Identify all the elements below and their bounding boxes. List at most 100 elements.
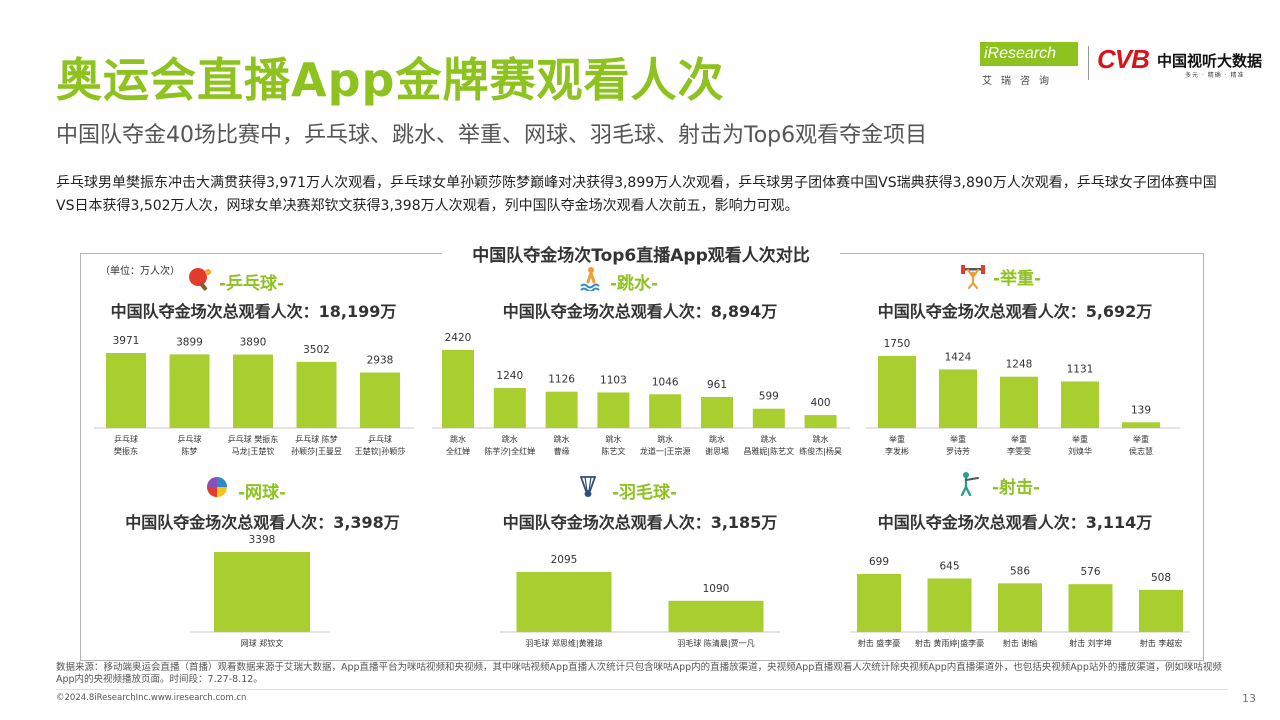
data-label: 1046 (652, 376, 679, 388)
bar (360, 372, 400, 428)
bar (233, 354, 273, 428)
bar (878, 356, 916, 428)
category-label: 罗诗芳 (946, 446, 970, 456)
data-label: 1126 (548, 374, 575, 386)
copyright-text: ©2024.8iResearchInc.www.iresearch.com.cn (56, 693, 247, 703)
bar (1139, 589, 1183, 632)
category-label: 乒乓球 (114, 434, 138, 444)
category-label: 射击 黄雨婷|盛李豪 (915, 638, 984, 648)
data-label: 2420 (445, 332, 472, 344)
data-label: 3398 (249, 534, 276, 546)
data-label: 586 (1010, 565, 1030, 577)
data-label: 1424 (945, 351, 972, 363)
data-label: 3971 (113, 335, 140, 347)
data-label: 3502 (303, 344, 330, 356)
category-label: 跳水 (605, 434, 621, 444)
cvb-logo: CVB (1097, 44, 1150, 74)
page-number: 13 (1242, 692, 1256, 705)
category-label: 陈芋汐|全红婵 (484, 446, 535, 456)
category-label: 李雯雯 (1007, 446, 1031, 456)
category-label: 陈艺文 (601, 446, 625, 456)
bar (1068, 584, 1113, 632)
bar (1122, 422, 1160, 428)
panel-pingpong-total: 中国队夺金场次总观看人次：18,199万 (110, 302, 397, 321)
footer-divider (56, 689, 1228, 690)
category-label: 跳水 (554, 434, 570, 444)
bar (597, 392, 630, 428)
data-label: 961 (707, 379, 727, 391)
bar (493, 388, 526, 428)
diving-icon (580, 267, 600, 291)
category-label: 跳水 (657, 434, 673, 444)
shooting-icon (960, 472, 979, 496)
ping-pong-icon (189, 268, 211, 291)
tennis-icon (207, 477, 227, 497)
data-label: 699 (869, 556, 889, 568)
category-label: 举重 (889, 434, 905, 444)
category-label: 刘焕华 (1068, 446, 1092, 456)
shooting-bar-chart: 699 射击 盛李豪 645 射击 黄雨婷|盛李豪 586 射击 谢瑜 576 射击 刘宇坤 5… (850, 556, 1190, 648)
iresearch-logo-text: iResearch (980, 42, 1078, 66)
category-label: 射击 谢瑜 (1003, 638, 1038, 648)
panel-diving-name: -跳水- (610, 274, 659, 294)
panel-diving-total: 中国队夺金场次总观看人次：8,894万 (502, 302, 778, 321)
category-label: 射击 李越宏 (1140, 638, 1183, 648)
panel-tennis-name: -网球- (238, 483, 287, 503)
category-label: 谢思埸 (705, 446, 729, 456)
data-label: 1248 (1006, 359, 1033, 371)
bar (857, 574, 901, 632)
bar (804, 415, 837, 428)
page-title: 奥运会直播App金牌赛观看人次 (56, 53, 725, 107)
chart-frame (80, 253, 1204, 661)
category-label: 全红婵 (446, 446, 470, 456)
category-label: 乒乓球 (368, 434, 392, 444)
bar (939, 369, 977, 428)
category-label: 射击 盛李豪 (858, 638, 901, 648)
data-label: 599 (759, 391, 779, 403)
panel-tennis-total: 中国队夺金场次总观看人次：3,398万 (125, 513, 400, 532)
bar (649, 394, 682, 428)
frame-top-left (80, 253, 442, 254)
bar (296, 361, 337, 428)
data-label: 2938 (367, 355, 394, 367)
bar (752, 408, 785, 428)
category-label: 李发彬 (885, 446, 909, 456)
category-label: 王楚钦|孙颖莎 (355, 446, 406, 456)
bar (701, 397, 733, 428)
data-label: 1750 (884, 338, 911, 350)
panel-pingpong-name: -乒乓球- (219, 274, 285, 294)
category-label: 曹缘 (554, 446, 570, 456)
bar (545, 391, 578, 428)
data-label: 400 (811, 397, 831, 409)
category-label: 举重 (950, 434, 966, 444)
data-label: 2095 (551, 554, 578, 566)
data-label: 1090 (703, 583, 730, 595)
bar (214, 552, 310, 632)
category-label: 跳水 (450, 434, 466, 444)
unit-label: （单位：万人次） (100, 266, 180, 277)
panel-weightlifting-total: 中国队夺金场次总观看人次：5,692万 (877, 302, 1153, 321)
bar (927, 578, 972, 632)
bar (1000, 376, 1038, 428)
category-label: 举重 (1133, 434, 1149, 444)
iresearch-logo-cn: 艾瑞咨询 (982, 76, 1058, 87)
bar (998, 583, 1042, 632)
chart-title: 中国队夺金场次Top6直播App观看人次对比 (472, 246, 810, 266)
category-label: 龙道一|王宗源 (640, 446, 691, 456)
category-label: 乒乓球 樊振东 (228, 434, 279, 444)
description-text: 乒乓球男单樊振东冲击大满贯获得3,971万人次观看，乒乓球女单孙颖莎陈梦巅峰对决… (56, 175, 1217, 214)
weightlifting-icon (961, 265, 985, 289)
panel-shooting-total: 中国队夺金场次总观看人次：3,114万 (877, 513, 1153, 532)
bar (668, 600, 764, 632)
category-label: 射击 刘宇坤 (1069, 638, 1112, 648)
data-source-note: 数据来源：移动端奥运会直播（首播）观看数据来源于艾瑞大数据，App直播平台为咪咕… (56, 662, 1222, 685)
panel-badminton-total: 中国队夺金场次总观看人次：3,185万 (502, 513, 778, 532)
bar (169, 354, 210, 428)
category-label: 侯志慧 (1129, 446, 1153, 456)
cvb-logo-cn: 中国视听大数据 (1157, 52, 1263, 70)
data-label: 1131 (1067, 363, 1094, 375)
bar (516, 572, 612, 632)
